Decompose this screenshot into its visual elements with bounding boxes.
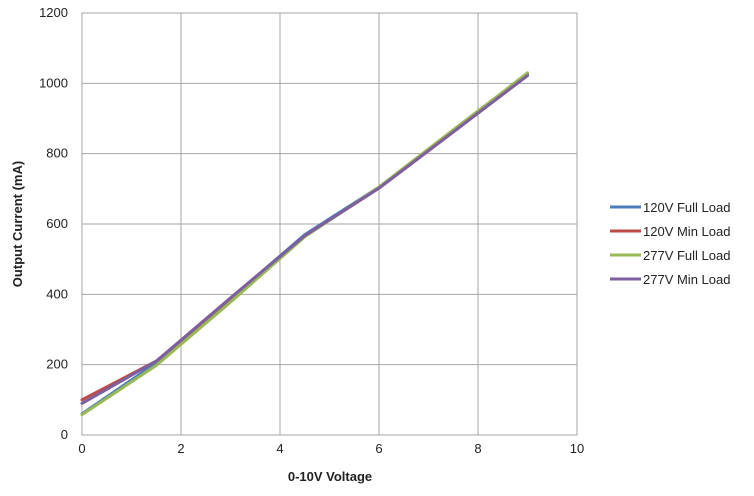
x-axis-title: 0-10V Voltage <box>288 469 372 484</box>
series-line-277v-min-load <box>80 74 529 405</box>
y-tick-label: 0 <box>61 427 68 442</box>
y-tick-label: 1200 <box>39 5 68 20</box>
legend-label: 120V Min Load <box>643 224 730 239</box>
plot-border <box>81 12 578 436</box>
y-tick-label: 400 <box>46 286 68 301</box>
x-tick-label: 6 <box>375 441 382 456</box>
legend: 120V Full Load 120V Min Load 277V Full Loa… <box>610 200 730 287</box>
legend-item: 277V Min Load <box>610 272 730 287</box>
grid-lines <box>81 12 578 436</box>
y-tick-label: 600 <box>46 216 68 231</box>
x-tick-label: 4 <box>276 441 283 456</box>
legend-label: 277V Min Load <box>643 272 730 287</box>
y-axis-title: Output Current (mA) <box>10 161 25 287</box>
legend-label: 120V Full Load <box>643 200 730 215</box>
x-tick-label: 2 <box>177 441 184 456</box>
x-tick-label: 10 <box>570 441 584 456</box>
x-tick-label: 8 <box>474 441 481 456</box>
legend-item: 120V Min Load <box>610 224 730 239</box>
y-tick-label: 200 <box>46 357 68 372</box>
x-tick-label: 0 <box>78 441 85 456</box>
series-lines <box>80 71 529 417</box>
legend-item: 277V Full Load <box>610 248 730 263</box>
y-tick-label: 1000 <box>39 75 68 90</box>
tick-labels: 0 2 4 6 8 10 0 200 400 600 800 1000 1200 <box>39 5 584 456</box>
legend-label: 277V Full Load <box>643 248 730 263</box>
legend-item: 120V Full Load <box>610 200 730 215</box>
y-tick-label: 800 <box>46 146 68 161</box>
